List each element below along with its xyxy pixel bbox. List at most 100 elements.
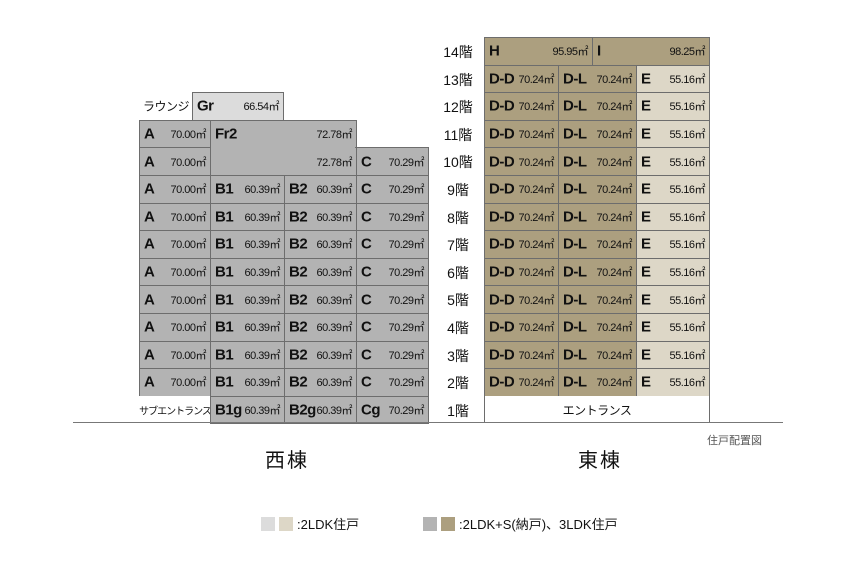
unit-cell: B1 60.39㎡ [210,202,285,232]
unit-cell: B1 60.39㎡ [210,285,285,314]
unit-area: 72.78㎡ [316,156,352,169]
unit-cell: A 70.00㎡ [139,340,211,370]
unit-cell: C 70.29㎡ [356,147,429,176]
unit-area: 60.39㎡ [244,267,280,280]
unit-cell: B1 60.39㎡ [210,257,285,287]
unit-area: 70.00㎡ [170,184,206,197]
unit-code: D-L [563,153,587,171]
unit-cell: C 70.29㎡ [356,313,429,342]
unit-code: D-D [489,70,515,88]
unit-cell: A 70.00㎡ [139,368,211,397]
unit-area: 70.29㎡ [388,211,424,224]
unit-code: C [361,373,372,391]
legend-item: :2LDK住戸 [261,514,359,533]
legend-label: :2LDK+S(納戸)、3LDK住戸 [459,517,618,532]
unit-code: C [361,235,372,253]
unit-code: I [597,42,601,60]
unit-area: 70.00㎡ [170,129,206,142]
unit-area: 70.24㎡ [518,156,554,169]
unit-code: A [144,373,155,391]
unit-cell: C 70.29㎡ [356,285,429,314]
unit-cell: 72.78㎡ [210,147,357,176]
unit-cell: D-D 70.24㎡ [484,92,559,121]
unit-cell: C 70.29㎡ [356,175,429,204]
unit-code: D-L [563,125,587,143]
unit-area: 70.29㎡ [388,156,424,169]
unit-code: B1 [215,235,234,253]
unit-area: 70.29㎡ [388,294,424,307]
unit-area: 55.16㎡ [669,184,705,197]
unit-code: A [144,125,155,143]
unit-cell: B2 60.39㎡ [284,285,357,314]
unit-area: 70.24㎡ [596,184,632,197]
unit-code: B1 [215,180,234,198]
unit-area: 60.39㎡ [244,377,280,390]
unit-area: 70.29㎡ [388,184,424,197]
unit-area: 70.24㎡ [596,294,632,307]
unit-code: E [641,70,651,88]
unit-area: 55.16㎡ [669,129,705,142]
unit-cell: A 70.00㎡ [139,313,211,342]
unit-area: 70.00㎡ [170,294,206,307]
unit-code: E [641,346,651,364]
unit-cell: B2 60.39㎡ [284,230,357,259]
unit-cell: B2g 60.39㎡ [284,395,357,425]
unit-code: D-D [489,373,515,391]
unit-area: 60.39㎡ [316,377,352,390]
unit-area: 70.24㎡ [518,129,554,142]
unit-cell: D-D 70.24㎡ [484,368,559,397]
unit-cell: B1 60.39㎡ [210,340,285,370]
unit-area: 70.24㎡ [596,211,632,224]
unit-code: A [144,263,155,281]
unit-cell: D-D 70.24㎡ [484,147,559,176]
unit-code: B1 [215,291,234,309]
unit-area: 70.24㎡ [596,322,632,335]
unit-code: E [641,180,651,198]
unit-code: C [361,153,372,171]
unit-area: 70.00㎡ [170,267,206,280]
unit-area: 95.95㎡ [552,46,588,59]
unit-area: 60.39㎡ [244,405,280,418]
unit-code: D-L [563,373,587,391]
unit-cell: B1 60.39㎡ [210,175,285,204]
unit-cell: B1g 60.39㎡ [210,395,285,425]
unit-area: 55.16㎡ [669,211,705,224]
unit-code: B2 [289,180,308,198]
unit-cell: A 70.00㎡ [139,257,211,287]
unit-cell: A 70.00㎡ [139,147,211,176]
unit-label: サブエントランス [139,406,212,418]
unit-cell: D-L 70.24㎡ [558,175,637,204]
unit-cell: C 70.29㎡ [356,340,429,370]
unit-cell: E 55.16㎡ [636,257,710,287]
legend-item: :2LDK+S(納戸)、3LDK住戸 [423,514,618,533]
unit-area: 60.39㎡ [316,405,352,418]
unit-code: D-L [563,235,587,253]
unit-code: E [641,263,651,281]
unit-area: 70.24㎡ [518,239,554,252]
unit-area: 70.24㎡ [518,294,554,307]
unit-code: D-D [489,291,515,309]
unit-cell: B1 60.39㎡ [210,230,285,259]
unit-area: 55.16㎡ [669,239,705,252]
unit-area: 70.24㎡ [596,349,632,362]
unit-cell: B2 60.39㎡ [284,175,357,204]
unit-cell: B2 60.39㎡ [284,368,357,397]
floor-label: 2階 [447,375,469,392]
unit-label: ラウンジ [142,99,190,114]
unit-area: 60.39㎡ [244,294,280,307]
unit-code: A [144,153,155,171]
unit-cell: B2 60.39㎡ [284,257,357,287]
unit-area: 70.00㎡ [170,377,206,390]
unit-area: 70.00㎡ [170,239,206,252]
unit-area: 60.39㎡ [316,322,352,335]
unit-cell: E 55.16㎡ [636,92,710,121]
unit-cell: ラウンジ [139,92,193,121]
unit-cell: A 70.00㎡ [139,285,211,314]
unit-area: 70.00㎡ [170,211,206,224]
unit-code: Gr [197,97,214,115]
unit-cell: B2 60.39㎡ [284,340,357,370]
unit-code: B2 [289,346,308,364]
unit-cell: Gr 66.54㎡ [192,92,284,121]
unit-area: 70.29㎡ [388,377,424,390]
